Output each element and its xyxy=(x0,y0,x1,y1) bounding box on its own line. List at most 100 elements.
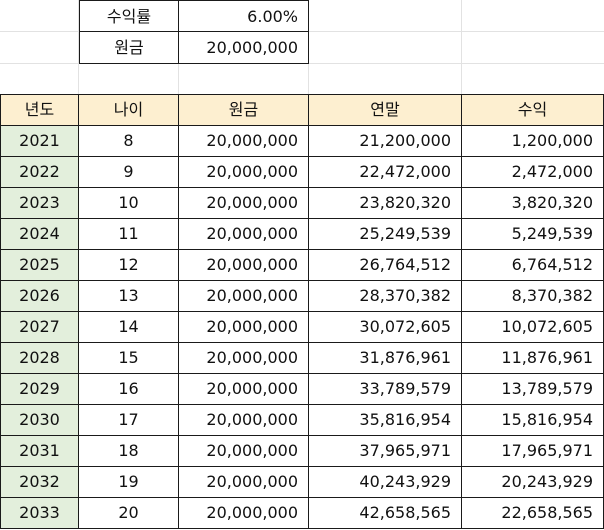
principal-cell[interactable]: 20,000,000 xyxy=(179,312,309,343)
empty-cell[interactable] xyxy=(309,32,462,64)
age-cell[interactable]: 12 xyxy=(79,250,179,281)
year-end-cell[interactable]: 42,658,565 xyxy=(309,498,462,529)
year-cell[interactable]: 2027 xyxy=(0,312,79,343)
age-cell[interactable]: 19 xyxy=(79,467,179,498)
header-label: 년도 xyxy=(24,100,55,119)
age-cell[interactable]: 15 xyxy=(79,343,179,374)
cell-value: 20,000,000 xyxy=(206,286,298,305)
rate-label: 수익률 xyxy=(106,6,152,26)
year-end-cell[interactable]: 28,370,382 xyxy=(309,281,462,312)
age-cell[interactable]: 9 xyxy=(79,157,179,188)
year-cell[interactable]: 2026 xyxy=(0,281,79,312)
year-cell[interactable]: 2025 xyxy=(0,250,79,281)
cell-value: 2023 xyxy=(19,193,60,212)
profit-cell[interactable]: 5,249,539 xyxy=(462,219,604,250)
year-cell[interactable]: 2021 xyxy=(0,126,79,157)
cell-value: 42,658,565 xyxy=(359,503,451,522)
profit-cell[interactable]: 8,370,382 xyxy=(462,281,604,312)
year-cell[interactable]: 2029 xyxy=(0,374,79,405)
cell-value: 25,249,539 xyxy=(359,224,451,243)
principal-cell[interactable]: 20,000,000 xyxy=(179,157,309,188)
rate-value-cell[interactable]: 6.00% xyxy=(179,0,309,32)
profit-cell[interactable]: 2,472,000 xyxy=(462,157,604,188)
rate-label-cell[interactable]: 수익률 xyxy=(79,0,179,32)
year-end-cell[interactable]: 31,876,961 xyxy=(309,343,462,374)
principal-cell[interactable]: 20,000,000 xyxy=(179,219,309,250)
age-cell[interactable]: 14 xyxy=(79,312,179,343)
year-end-cell[interactable]: 22,472,000 xyxy=(309,157,462,188)
cell-value: 2,472,000 xyxy=(511,162,593,181)
year-cell[interactable]: 2024 xyxy=(0,219,79,250)
profit-cell[interactable]: 22,658,565 xyxy=(462,498,604,529)
year-cell[interactable]: 2022 xyxy=(0,157,79,188)
cell-value: 20,000,000 xyxy=(206,410,298,429)
year-end-cell[interactable]: 35,816,954 xyxy=(309,405,462,436)
year-end-cell[interactable]: 21,200,000 xyxy=(309,126,462,157)
profit-cell[interactable]: 15,816,954 xyxy=(462,405,604,436)
year-end-cell[interactable]: 26,764,512 xyxy=(309,250,462,281)
empty-cell[interactable] xyxy=(0,0,79,32)
age-cell[interactable]: 10 xyxy=(79,188,179,219)
empty-cell[interactable] xyxy=(462,64,604,94)
age-cell[interactable]: 8 xyxy=(79,126,179,157)
cell-value: 20,000,000 xyxy=(206,224,298,243)
empty-cell[interactable] xyxy=(462,32,604,64)
empty-cell[interactable] xyxy=(462,0,604,32)
principal-cell[interactable]: 20,000,000 xyxy=(179,188,309,219)
profit-cell[interactable]: 20,243,929 xyxy=(462,467,604,498)
header-year-end[interactable]: 연말 xyxy=(309,94,462,126)
principal-cell[interactable]: 20,000,000 xyxy=(179,405,309,436)
profit-cell[interactable]: 1,200,000 xyxy=(462,126,604,157)
empty-cell[interactable] xyxy=(0,64,79,94)
profit-cell[interactable]: 17,965,971 xyxy=(462,436,604,467)
age-cell[interactable]: 18 xyxy=(79,436,179,467)
year-cell[interactable]: 2023 xyxy=(0,188,79,219)
principal-cell[interactable]: 20,000,000 xyxy=(179,467,309,498)
header-profit[interactable]: 수익 xyxy=(462,94,604,126)
profit-cell[interactable]: 3,820,320 xyxy=(462,188,604,219)
cell-value: 2021 xyxy=(19,131,60,150)
principal-label-cell[interactable]: 원금 xyxy=(79,31,179,64)
year-end-cell[interactable]: 25,249,539 xyxy=(309,219,462,250)
year-end-cell[interactable]: 23,820,320 xyxy=(309,188,462,219)
year-cell[interactable]: 2030 xyxy=(0,405,79,436)
profit-cell[interactable]: 10,072,605 xyxy=(462,312,604,343)
profit-cell[interactable]: 6,764,512 xyxy=(462,250,604,281)
profit-cell[interactable]: 13,789,579 xyxy=(462,374,604,405)
empty-cell[interactable] xyxy=(309,64,462,94)
year-cell[interactable]: 2032 xyxy=(0,467,79,498)
age-cell[interactable]: 20 xyxy=(79,498,179,529)
principal-cell[interactable]: 20,000,000 xyxy=(179,498,309,529)
age-cell[interactable]: 17 xyxy=(79,405,179,436)
principal-value-cell[interactable]: 20,000,000 xyxy=(179,31,309,64)
cell-value: 2022 xyxy=(19,162,60,181)
year-cell[interactable]: 2031 xyxy=(0,436,79,467)
year-end-cell[interactable]: 33,789,579 xyxy=(309,374,462,405)
principal-cell[interactable]: 20,000,000 xyxy=(179,436,309,467)
year-end-cell[interactable]: 30,072,605 xyxy=(309,312,462,343)
header-principal[interactable]: 원금 xyxy=(179,94,309,126)
principal-cell[interactable]: 20,000,000 xyxy=(179,281,309,312)
age-cell[interactable]: 16 xyxy=(79,374,179,405)
year-cell[interactable]: 2028 xyxy=(0,343,79,374)
empty-cell[interactable] xyxy=(79,64,179,94)
age-cell[interactable]: 13 xyxy=(79,281,179,312)
cell-value: 2028 xyxy=(19,348,60,367)
principal-cell[interactable]: 20,000,000 xyxy=(179,343,309,374)
header-age[interactable]: 나이 xyxy=(79,94,179,126)
principal-cell[interactable]: 20,000,000 xyxy=(179,126,309,157)
age-cell[interactable]: 11 xyxy=(79,219,179,250)
profit-cell[interactable]: 11,876,961 xyxy=(462,343,604,374)
empty-cell[interactable] xyxy=(0,32,79,64)
cell-value: 17 xyxy=(118,410,139,429)
empty-cell[interactable] xyxy=(179,64,309,94)
empty-cell[interactable] xyxy=(309,0,462,32)
year-cell[interactable]: 2033 xyxy=(0,498,79,529)
header-year[interactable]: 년도 xyxy=(0,94,79,126)
cell-value: 26,764,512 xyxy=(359,255,451,274)
year-end-cell[interactable]: 40,243,929 xyxy=(309,467,462,498)
year-end-cell[interactable]: 37,965,971 xyxy=(309,436,462,467)
principal-cell[interactable]: 20,000,000 xyxy=(179,374,309,405)
cell-value: 15 xyxy=(118,348,139,367)
principal-cell[interactable]: 20,000,000 xyxy=(179,250,309,281)
